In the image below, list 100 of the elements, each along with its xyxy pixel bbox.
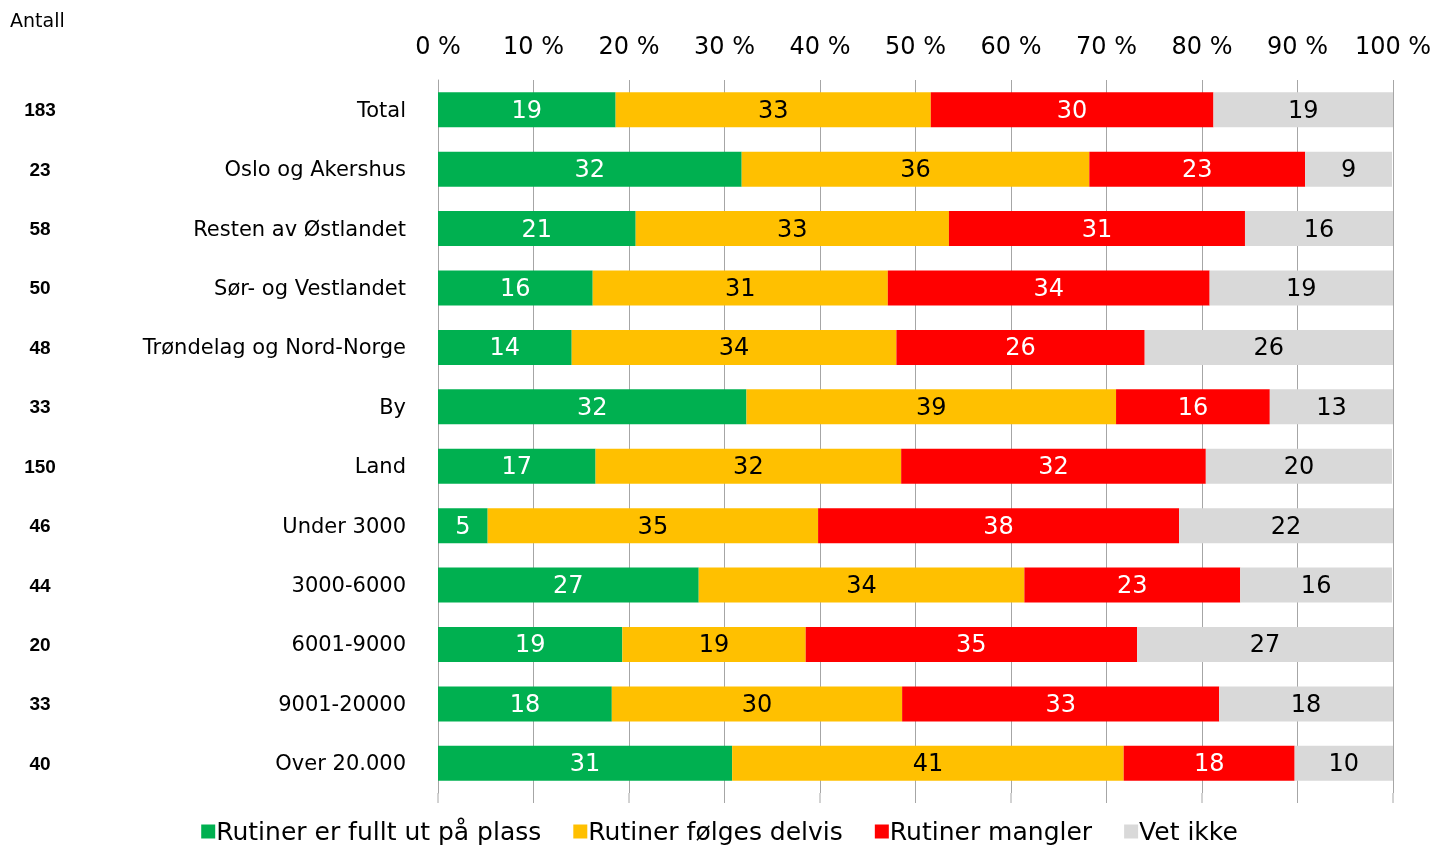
x-tick-label: 30 % [694, 32, 755, 60]
data-label: 33 [1045, 689, 1076, 718]
bar [902, 686, 1220, 722]
bar [438, 448, 596, 484]
bar [438, 389, 747, 425]
bar [805, 626, 1138, 662]
bar [1269, 389, 1393, 425]
x-tick-label: 10 % [503, 32, 564, 60]
bar [438, 626, 623, 662]
bar [1294, 745, 1393, 781]
data-label: 23 [1181, 155, 1213, 184]
bar [741, 151, 1090, 187]
bar [1213, 92, 1393, 128]
bar [438, 211, 636, 247]
bar [438, 151, 742, 187]
bar [930, 92, 1214, 128]
bar [1116, 389, 1270, 425]
y-tick-label: Resten av Østlandet [193, 216, 406, 241]
bar [438, 745, 733, 781]
y-tick-label: Total [355, 97, 406, 122]
legend-label: Rutiner er fullt ut på plass [216, 817, 542, 846]
data-label: 26 [1253, 333, 1285, 362]
data-label: 35 [956, 630, 987, 659]
bar [622, 626, 806, 662]
data-label: 30 [1056, 95, 1088, 124]
data-label: 5 [455, 511, 471, 540]
bar [592, 270, 888, 306]
bar [635, 211, 949, 247]
text: 183 [24, 99, 56, 121]
text: 23 [29, 158, 51, 180]
x-tick-label: 60 % [980, 32, 1042, 60]
bar [746, 389, 1117, 425]
data-label: 38 [983, 511, 1014, 540]
bar [611, 686, 903, 722]
data-label: 16 [1177, 392, 1209, 421]
bar [887, 270, 1210, 306]
data-label: 32 [1038, 452, 1069, 481]
bar [698, 567, 1025, 603]
data-label: 30 [741, 689, 773, 718]
bar [1205, 448, 1393, 484]
x-tick-label: 70 % [1076, 32, 1137, 60]
text: 40 [29, 752, 51, 774]
data-label: 16 [1303, 214, 1335, 243]
data-label: 34 [846, 571, 877, 600]
bar [1089, 151, 1306, 187]
text: 44 [29, 574, 51, 596]
bar [1244, 211, 1393, 247]
text: 150 [24, 455, 56, 477]
bar [1305, 151, 1393, 187]
bar [1209, 270, 1393, 306]
bar [438, 270, 593, 306]
bar [438, 686, 612, 722]
data-label: 31 [724, 273, 756, 302]
y-tick-label: Under 3000 [282, 513, 406, 538]
bar [1024, 567, 1241, 603]
legend-label: Rutiner følges delvis [588, 817, 843, 846]
bar [896, 329, 1145, 365]
bar [1144, 329, 1393, 365]
data-label: 27 [553, 571, 584, 600]
x-tick-label: 0 % [415, 32, 461, 60]
data-label: 32 [574, 155, 606, 184]
x-tick-label: 40 % [789, 32, 851, 60]
bar [948, 211, 1245, 247]
text: 48 [29, 336, 51, 358]
data-label: 33 [757, 95, 789, 124]
bar [1219, 686, 1393, 722]
bar [487, 508, 819, 544]
bar [571, 329, 897, 365]
bar [1240, 567, 1393, 603]
data-label: 13 [1316, 392, 1347, 421]
x-tick-label: 90 % [1267, 32, 1328, 60]
data-label: 19 [698, 630, 730, 659]
data-label: 19 [1287, 95, 1319, 124]
y-tick-label: Oslo og Akershus [224, 157, 406, 182]
y-tick-label: 6001-9000 [291, 632, 406, 657]
text: 33 [29, 396, 51, 418]
y-tick-label: 9001-20000 [278, 691, 406, 716]
bar [438, 508, 488, 544]
bar [438, 567, 699, 603]
data-label: 17 [501, 452, 533, 481]
bar [818, 508, 1180, 544]
bar [1179, 508, 1393, 544]
y-tick-label: Land [354, 454, 406, 479]
y-tick-label: Sør- og Vestlandet [214, 275, 406, 300]
bar [615, 92, 931, 128]
text: 33 [29, 693, 51, 715]
data-label: 34 [718, 333, 750, 362]
data-label: 33 [777, 214, 808, 243]
y-tick-label: By [379, 394, 406, 419]
bar [1123, 745, 1295, 781]
data-label: 35 [637, 511, 669, 540]
data-label: 41 [912, 749, 944, 778]
data-label: 16 [1300, 571, 1332, 600]
data-label: 18 [1193, 749, 1225, 778]
legend-label: Rutiner mangler [889, 817, 1093, 846]
bar [438, 92, 616, 128]
data-label: 22 [1270, 511, 1302, 540]
bar [595, 448, 902, 484]
text: 20 [29, 633, 51, 655]
data-label: 10 [1328, 749, 1360, 778]
